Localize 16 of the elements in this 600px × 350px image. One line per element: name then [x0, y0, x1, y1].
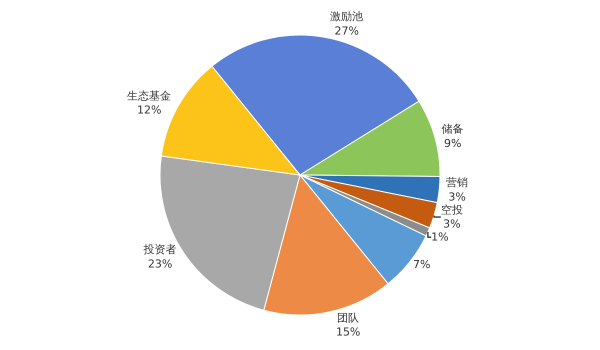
data-label: 3%	[448, 190, 466, 204]
slice-label: 营销	[446, 176, 468, 190]
data-label: 1%	[431, 230, 449, 244]
slice-label: 空投	[440, 203, 463, 216]
data-label: 3%	[443, 218, 461, 231]
slice-label: 激励池	[330, 10, 364, 24]
slice-label: 生态基金	[127, 89, 172, 102]
data-label: 9%	[444, 137, 462, 150]
data-label: 15%	[336, 326, 360, 339]
data-label: 7%	[412, 258, 430, 271]
data-label: 23%	[148, 257, 172, 270]
data-label: 27%	[334, 24, 359, 38]
slice-label: 团队	[337, 311, 360, 324]
slice-label: 投资者	[142, 243, 177, 256]
data-label: 12%	[136, 104, 162, 117]
slice-label: 储备	[442, 122, 464, 136]
